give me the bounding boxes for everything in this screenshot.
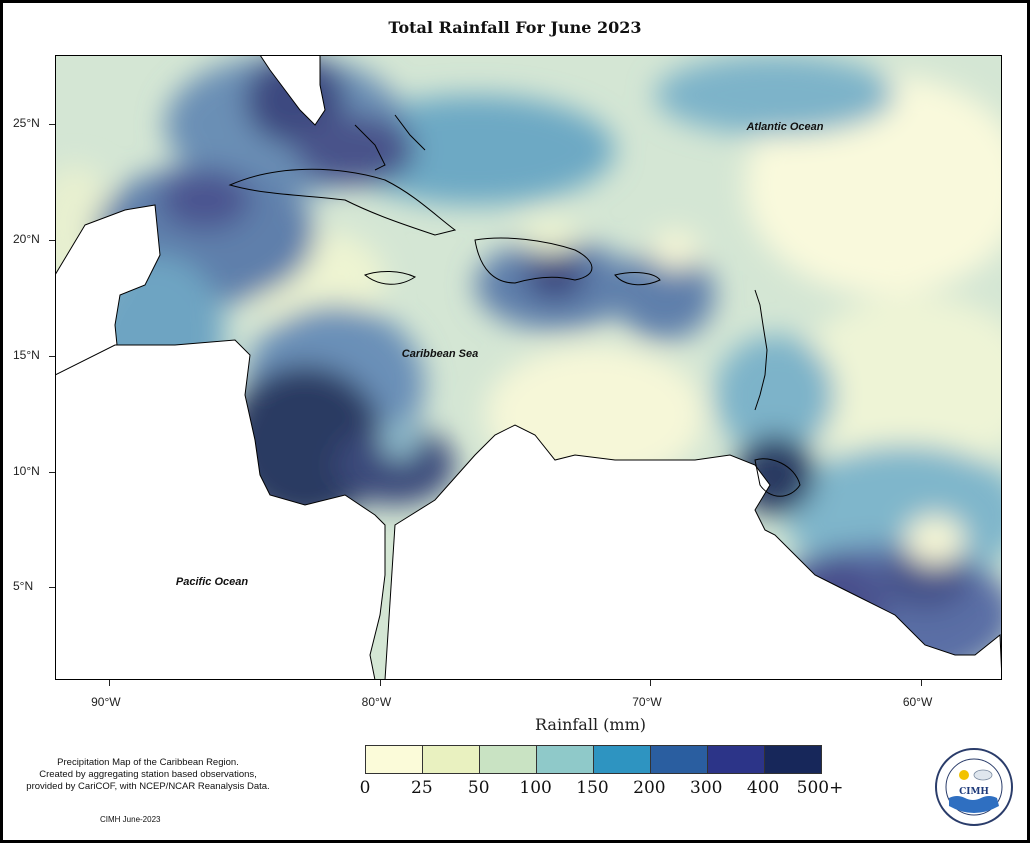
central-america-land [55,339,386,680]
notes-line-1: Precipitation Map of the Caribbean Regio… [57,757,239,768]
notes-line-3: provided by CariCOF, with NCEP/NCAR Rean… [26,781,270,792]
island-outlines [228,114,801,497]
y-tick-mark [49,124,55,126]
map-border [55,55,1002,680]
x-axis-title: Rainfall (mm) [535,715,646,734]
x-tick-mark [650,680,652,686]
legend-label: 100 [519,778,552,798]
legend-label: 0 [359,778,371,798]
bahamas-outline-2 [394,114,426,151]
legend-swatch [480,746,537,773]
land-masses [55,55,1002,680]
legend-label: 50 [467,778,490,798]
x-tick-label: 80°W [361,695,392,709]
legend-swatch [537,746,594,773]
water-icon [949,796,999,813]
cimh-logo: CIMH [935,748,1013,826]
legend-labels: 0 25 50 100 150 200 300 400 500+ [355,778,855,798]
lesser-antilles-outline [754,289,768,411]
notes-line-2: Created by aggregating station based obs… [39,769,257,780]
y-tick-label: 10°N [13,463,40,478]
logo-text: CIMH [959,787,989,797]
hispaniola-outline [474,237,593,284]
puerto-rico-outline [614,272,661,286]
x-tick-label: 60°W [902,695,933,709]
rainfall-map: Atlantic Ocean Caribbean Sea Pacific Oce… [55,55,1002,680]
jamaica-outline [363,271,417,285]
legend-swatch [594,746,651,773]
legend-swatch [651,746,708,773]
pacific-label: Pacific Ocean [176,576,248,588]
legend-label: 300 [690,778,723,798]
sun-icon [959,770,969,780]
legend-label: 500+ [796,778,844,798]
y-tick-mark [49,240,55,242]
south-america-land [384,424,1002,680]
florida-land [259,55,326,126]
x-tick-mark [109,680,111,686]
legend-swatch [708,746,765,773]
x-tick-mark [920,680,922,686]
y-tick-mark [49,471,55,473]
atlantic-label: Atlantic Ocean [745,121,823,133]
caribbean-label: Caribbean Sea [402,348,478,360]
y-tick-mark [49,355,55,357]
legend-label: 400 [746,778,780,798]
bahamas-outline [354,124,386,171]
legend-swatch [366,746,423,773]
legend-label: 150 [576,778,609,798]
trinidad-outline [754,458,801,497]
cuba-outline [228,168,457,236]
x-tick-label: 70°W [632,695,662,709]
yucatan-land [55,204,161,376]
rainfall-legend [365,745,822,774]
cloud-icon [973,769,993,781]
y-tick-label: 20°N [13,232,40,247]
cimh-logo-graphic [945,758,1003,816]
y-tick-mark [49,587,55,589]
x-tick-mark [379,680,381,686]
legend-label: 25 [411,778,433,798]
x-tick-label: 90°W [91,695,121,709]
map-title: Total Rainfall For June 2023 [388,18,642,37]
legend-swatch [765,746,821,773]
legend-label: 200 [633,778,666,798]
y-tick-label: 15°N [13,347,40,362]
y-tick-label: 25°N [13,116,40,131]
y-tick-label: 5°N [13,579,34,594]
map-notes: Precipitation Map of the Caribbean Regio… [8,757,288,793]
legend-swatch [423,746,480,773]
credit-text: CIMH June-2023 [100,815,161,824]
